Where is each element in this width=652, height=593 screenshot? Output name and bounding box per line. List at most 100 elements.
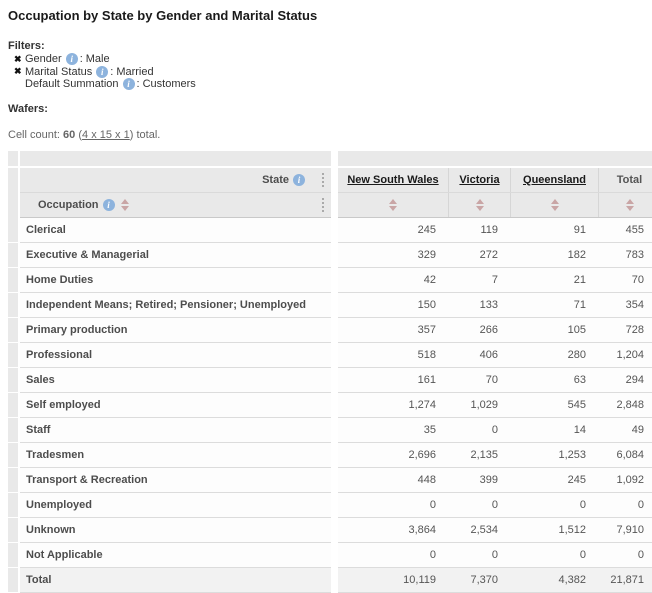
table-row: Sales 161 70 63 294 [8,367,652,393]
table-gutter [8,392,18,418]
column-header-label: Total [616,173,643,186]
value-cell: 1,512 [558,523,586,536]
cell-count-label: Cell count: [8,128,60,141]
value-cell: 4,382 [558,573,586,586]
row-label: Unknown [20,517,331,543]
total-row: Total 10,119 7,370 4,382 21,871 [8,567,652,593]
table-row: Clerical 245 119 91 455 [8,217,652,243]
value-cell: 354 [625,298,644,311]
row-label: Tradesmen [20,442,331,468]
column-header-victoria[interactable]: Victoria [448,167,510,192]
value-cell: 0 [429,548,436,561]
table-row: Transport & Recreation 448 399 245 1,092 [8,467,652,493]
filter-label: Marital Status [25,65,93,78]
sort-icon[interactable] [120,198,129,211]
sort-icon[interactable] [389,198,397,211]
table-gutter [8,442,18,468]
value-cell: 518 [417,348,436,361]
sort-icon[interactable] [625,198,634,211]
column-sort-cell [510,192,598,217]
table-gutter [8,317,18,343]
info-icon[interactable]: i [96,65,109,78]
table-row: Tradesmen 2,696 2,135 1,253 6,084 [8,442,652,468]
filter-label: Default Summation [25,78,119,91]
cell-count-open-paren: ( [78,128,83,141]
column-header-new-south-wales[interactable]: New South Wales [338,168,448,192]
row-label: Home Duties [20,267,331,293]
column-header-label[interactable]: Queensland [523,173,586,186]
sort-icon[interactable] [550,198,559,211]
value-cell: 2,696 [408,448,436,461]
table-gutter [8,217,18,243]
value-cell: 728 [625,323,644,336]
sort-icon[interactable] [475,198,484,211]
value-cell: 14 [573,423,586,436]
value-cell: 0 [429,498,436,511]
info-icon[interactable]: i [122,78,135,91]
table-gutter [8,292,18,318]
table-gutter [8,242,18,268]
info-icon[interactable]: i [65,53,78,66]
value-cell: 0 [637,548,644,561]
table-gutter [8,467,18,493]
value-cell: 245 [417,223,436,236]
value-cell: 245 [567,473,586,486]
value-cell: 42 [423,273,436,286]
column-headers: New South Wales Victoria Queensland Total [338,167,652,193]
value-cell: 329 [417,248,436,261]
row-label: Primary production [20,317,331,343]
info-icon[interactable]: i [102,198,115,211]
row-axis-menu-icon[interactable] [322,197,324,212]
value-cell: 0 [491,548,498,561]
value-cell: 0 [579,548,586,561]
column-header-label[interactable]: Victoria [459,173,500,186]
column-header-queensland[interactable]: Queensland [510,167,598,192]
column-header-label[interactable]: New South Wales [347,173,439,186]
row-label: Professional [20,342,331,368]
value-cell: 455 [625,223,644,236]
row-label: Clerical [20,217,331,243]
filter-value: Male [85,53,110,66]
value-cell: 7 [491,273,498,286]
info-icon[interactable]: i [293,173,305,186]
table-gutter [8,567,18,593]
filter-value: Married [116,65,154,78]
cell-count-suffix: total. [136,128,161,141]
table-gutter [8,267,18,293]
filter-list: ✖ Gender i: Male ✖ Marital Status i: Married Def… [8,53,652,91]
column-sort-cell [448,192,510,217]
value-cell: 1,274 [408,398,436,411]
filter-separator: : [79,53,83,66]
value-cell: 1,092 [616,473,644,486]
value-cell: 7,910 [616,523,644,536]
row-label: Staff [20,417,331,443]
row-label: Not Applicable [20,542,331,568]
row-label: Self employed [20,392,331,418]
value-cell: 0 [491,498,498,511]
value-cell: 35 [423,423,436,436]
row-label: Sales [20,367,331,393]
column-sort-row [338,192,652,218]
value-cell: 119 [480,223,498,236]
table-body: Clerical 245 119 91 455 Executive & Manageria… [8,217,652,593]
row-label: Independent Means; Retired; Pensioner; U… [20,292,331,318]
value-cell: 272 [479,248,498,261]
value-cell: 49 [631,423,644,436]
column-axis-menu-icon[interactable] [322,172,324,187]
row-label: Unemployed [20,492,331,518]
filters-heading: Filters: [8,40,45,52]
column-axis-label: State [262,173,289,186]
cell-count-dimensions-link[interactable]: 4 x 15 x 1 [82,128,130,141]
table-gutter [8,150,18,166]
remove-filter-icon[interactable]: ✖ [14,53,22,64]
value-cell: 133 [479,298,498,311]
value-cell: 150 [417,298,436,311]
value-cell: 294 [625,373,644,386]
value-cell: 91 [573,223,586,236]
cell-count-value: 60 [63,128,76,141]
remove-filter-icon[interactable]: ✖ [14,66,22,77]
value-cell: 71 [573,298,586,311]
value-cell: 182 [567,248,586,261]
value-cell: 161 [417,373,436,386]
